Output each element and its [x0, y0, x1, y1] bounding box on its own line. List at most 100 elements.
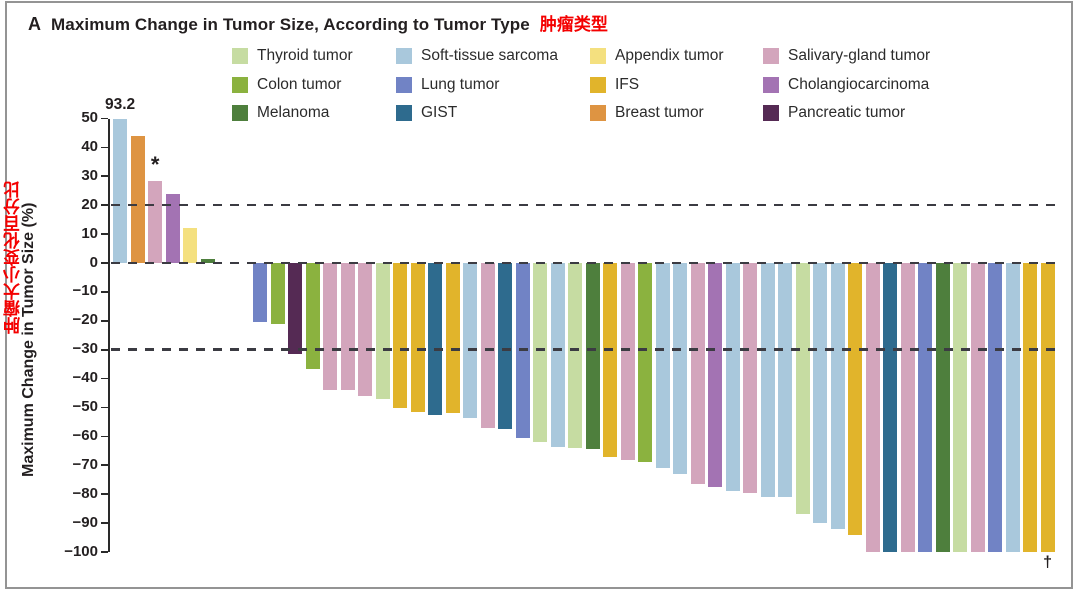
legend-item-label: Melanoma	[257, 104, 330, 121]
bar-gist	[883, 263, 898, 552]
bar-soft_tissue	[830, 263, 845, 529]
bar-ifs	[445, 263, 460, 414]
figure-header: A Maximum Change in Tumor Size, Accordin…	[28, 10, 608, 35]
bar-appendix	[183, 228, 198, 263]
reference-line-0	[111, 261, 1058, 265]
y-axis-tick	[101, 146, 109, 149]
legend-item-label: Thyroid tumor	[257, 47, 353, 64]
bar-colon	[270, 263, 285, 324]
legend-item-lung: Lung tumor	[396, 76, 499, 94]
bar-salivary	[620, 263, 635, 460]
bar-salivary	[865, 263, 880, 552]
y-axis-tick	[101, 262, 109, 264]
legend-item-label: Lung tumor	[421, 76, 500, 93]
y-tick-label: −60	[72, 426, 98, 444]
legend-swatch-lung	[396, 77, 412, 93]
bar-gist	[428, 263, 443, 415]
bar-salivary	[323, 263, 338, 391]
y-axis-tick	[101, 551, 109, 553]
bar-soft_tissue	[778, 263, 793, 498]
y-tick-label: −20	[72, 311, 98, 329]
bar-soft_tissue	[463, 263, 478, 418]
y-tick-label: −100	[64, 542, 98, 560]
bar-cholangio	[708, 263, 723, 487]
y-axis-line	[108, 119, 110, 552]
bar-ifs	[603, 263, 618, 457]
bar-salivary	[340, 263, 355, 391]
legend-item-label: Breast tumor	[615, 104, 704, 121]
y-tick-label: 50	[81, 109, 98, 126]
bar-salivary	[743, 263, 758, 493]
legend-swatch-appendix	[590, 48, 606, 64]
y-axis-tick	[101, 406, 109, 409]
bar-salivary	[690, 263, 705, 485]
legend-item-appendix: Appendix tumor	[590, 47, 724, 65]
legend-item-label: IFS	[615, 76, 640, 93]
legend-swatch-thyroid	[232, 48, 248, 64]
legend-item-colon: Colon tumor	[232, 76, 341, 94]
y-tick-label: −90	[72, 513, 98, 531]
legend-item-label: GIST	[421, 104, 458, 121]
y-axis-tick	[101, 175, 109, 178]
bar-soft_tissue	[760, 263, 775, 498]
y-tick-label: 40	[81, 137, 98, 155]
y-axis-tick	[101, 464, 109, 467]
bar-thyroid	[375, 263, 390, 399]
bar-soft_tissue	[550, 263, 565, 447]
y-axis-tick	[101, 493, 109, 496]
y-tick-label: −70	[72, 455, 98, 473]
legend-swatch-salivary	[763, 48, 779, 64]
y-tick-label: −40	[72, 369, 98, 387]
legend-swatch-gist	[396, 105, 412, 121]
legend-swatch-melanoma	[232, 105, 248, 121]
legend-item-pancreatic: Pancreatic tumor	[763, 104, 905, 122]
asterisk-annotation: *	[150, 151, 160, 177]
legend-item-breast: Breast tumor	[590, 104, 704, 122]
bar-gist	[498, 263, 513, 430]
bar-soft_tissue	[113, 118, 128, 263]
bar-soft_tissue	[1005, 263, 1020, 552]
bar-salivary	[900, 263, 915, 552]
y-tick-label: 20	[81, 195, 98, 213]
reference-line--30	[111, 348, 1058, 351]
y-tick-label: −30	[72, 340, 98, 358]
bar-lung	[988, 263, 1003, 552]
bar-colon	[638, 263, 653, 463]
y-axis-tick	[101, 348, 109, 351]
chart-title-zh: 肿瘤类型	[539, 15, 608, 34]
bar-melanoma	[585, 263, 600, 450]
y-axis-label-en: Maximum Change in Tumor Size (%)	[20, 202, 37, 478]
legend-swatch-pancreatic	[763, 105, 779, 121]
legend-item-salivary: Salivary-gland tumor	[763, 47, 930, 65]
legend-item-soft_tissue: Soft-tissue sarcoma	[396, 47, 558, 65]
legend-item-cholangio: Cholangiocarcinoma	[763, 76, 929, 94]
bar-ifs	[1023, 263, 1038, 552]
y-tick-label: −80	[72, 484, 98, 502]
legend-item-label: Appendix tumor	[615, 47, 724, 64]
bar-ifs	[848, 263, 863, 535]
bar-soft_tissue	[655, 263, 670, 469]
bar-salivary	[480, 263, 495, 428]
y-axis-tick	[101, 117, 109, 120]
y-axis-tick	[101, 377, 109, 380]
bar-thyroid	[953, 263, 968, 552]
bar-cholangio	[165, 193, 180, 263]
legend-item-ifs: IFS	[590, 76, 639, 94]
y-axis-tick	[101, 204, 109, 207]
y-axis-tick	[101, 233, 109, 235]
bar-thyroid	[568, 263, 583, 448]
legend-item-label: Cholangiocarcinoma	[788, 76, 930, 93]
y-axis-tick	[101, 435, 109, 438]
bar-lung	[918, 263, 933, 552]
bar-colon	[305, 263, 320, 369]
bar-soft_tissue	[673, 263, 688, 474]
legend-item-label: Pancreatic tumor	[788, 104, 906, 121]
legend-swatch-cholangio	[763, 77, 779, 93]
bar-salivary	[358, 263, 373, 396]
legend-item-thyroid: Thyroid tumor	[232, 47, 353, 65]
y-tick-label: 30	[81, 166, 98, 184]
y-axis-tick	[101, 291, 109, 293]
legend-swatch-soft_tissue	[396, 48, 412, 64]
bar-salivary	[970, 263, 985, 552]
reference-line-20	[111, 203, 1058, 207]
